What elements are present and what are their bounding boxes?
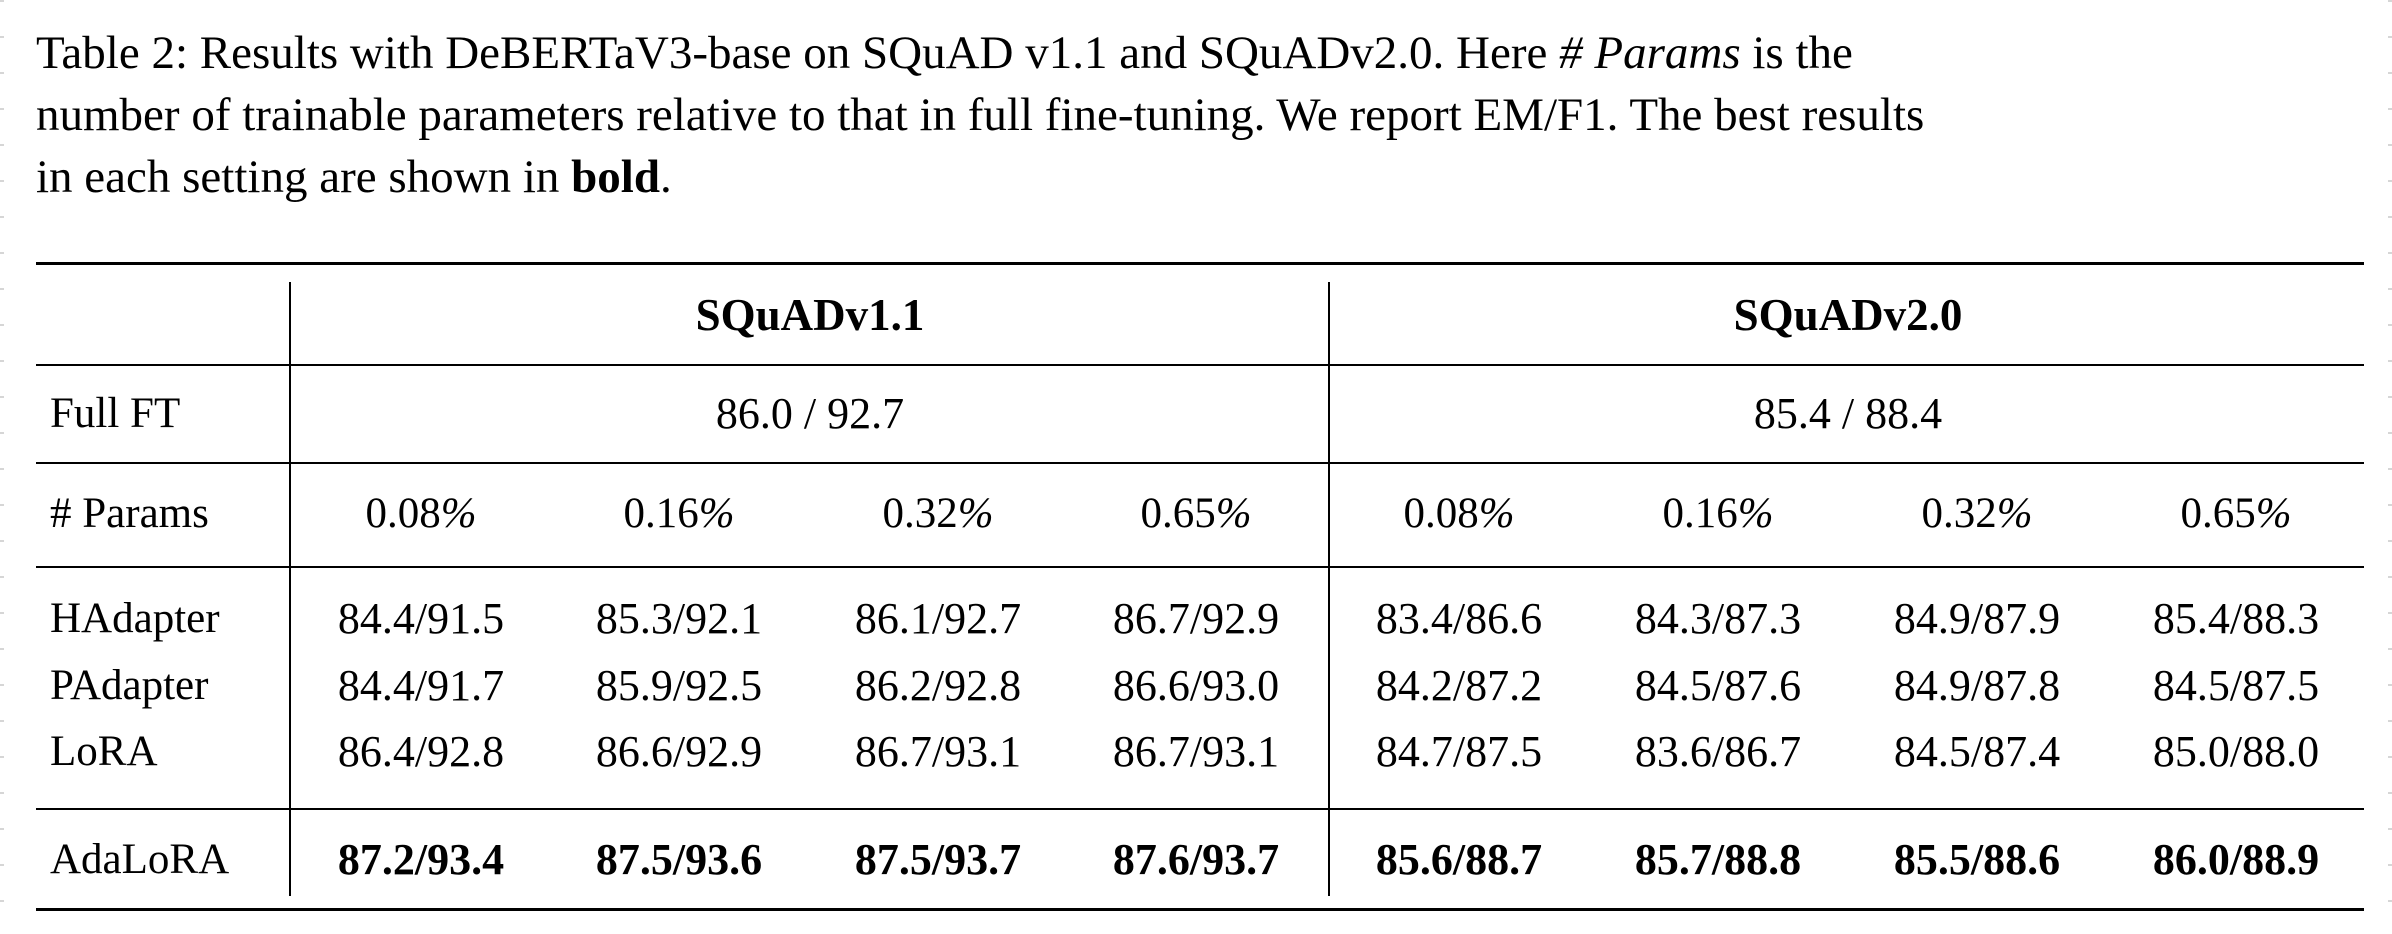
params-cell: 0.65%	[2180, 490, 2292, 537]
table-cell: 84.9/87.9	[1893, 594, 2061, 643]
table-cell: 85.9/92.5	[595, 661, 763, 710]
table-cell: 84.3/87.3	[1634, 594, 1802, 643]
caption-line-2: number of trainable parameters relative …	[36, 89, 1925, 141]
table-cell: 86.7/93.1	[854, 727, 1022, 776]
page-edge-marks-left	[0, 0, 4, 934]
caption-line-3: in each setting are shown in bold.	[36, 151, 672, 203]
table-cell: 84.5/87.4	[1893, 727, 2061, 776]
table-cell: 86.7/92.9	[1112, 594, 1280, 643]
table-cell: 86.6/92.9	[595, 727, 763, 776]
table-cell: 86.1/92.7	[854, 594, 1022, 643]
table-cell: 85.0/88.0	[2152, 727, 2320, 776]
row-label-params: # Params	[50, 490, 209, 537]
row-label-adalora: AdaLoRA	[50, 836, 230, 883]
best-result-cell: 85.7/88.8	[1634, 835, 1802, 884]
table-caption: Table 2: Results with DeBERTaV3-base on …	[36, 22, 2366, 208]
table-cell: 86.7/93.1	[1112, 727, 1280, 776]
group-header-squad-v2: SQuADv2.0	[1733, 290, 1963, 340]
params-cell: 0.08%	[365, 490, 477, 537]
params-cell: 0.32%	[882, 490, 994, 537]
table-cell: 85.4/88.3	[2152, 594, 2320, 643]
best-result-cell: 85.5/88.6	[1893, 835, 2061, 884]
table-cell: 84.5/87.6	[1634, 661, 1802, 710]
table-cell: 83.4/86.6	[1375, 594, 1543, 643]
table-cell: 86.2/92.8	[854, 661, 1022, 710]
params-cell: 0.16%	[623, 490, 735, 537]
params-cell: 0.65%	[1140, 490, 1252, 537]
full-ft-squad-v1: 86.0 / 92.7	[715, 389, 905, 438]
group-header-squad-v1: SQuADv1.1	[695, 290, 925, 340]
table-cell: 84.9/87.8	[1893, 661, 2061, 710]
best-result-cell: 87.5/93.7	[854, 835, 1022, 884]
full-ft-rule	[36, 462, 2364, 464]
table-cell: 84.4/91.7	[337, 661, 505, 710]
adalora-rule	[36, 808, 2364, 810]
table-cell: 84.7/87.5	[1375, 727, 1543, 776]
full-ft-squad-v2: 85.4 / 88.4	[1753, 389, 1943, 438]
bottom-rule	[36, 908, 2364, 911]
caption-bold-term: bold	[571, 151, 660, 203]
table-cell: 86.4/92.8	[337, 727, 505, 776]
best-result-cell: 87.5/93.6	[595, 835, 763, 884]
caption-line-1: Table 2: Results with DeBERTaV3-base on …	[36, 27, 1853, 79]
table-cell: 85.3/92.1	[595, 594, 763, 643]
table-cell: 83.6/86.7	[1634, 727, 1802, 776]
row-label-lora: LoRA	[50, 728, 158, 775]
params-cell: 0.16%	[1662, 490, 1774, 537]
table-cell: 86.6/93.0	[1112, 661, 1280, 710]
label-column-separator	[289, 282, 291, 896]
page-edge-marks-right	[2388, 0, 2392, 934]
row-label-padapter: PAdapter	[50, 662, 209, 709]
params-cell: 0.32%	[1921, 490, 2033, 537]
row-label-hadapter: HAdapter	[50, 595, 220, 642]
best-result-cell: 86.0/88.9	[2152, 835, 2320, 884]
header-rule	[36, 364, 2364, 366]
best-result-cell: 87.6/93.7	[1112, 835, 1280, 884]
table-cell: 84.5/87.5	[2152, 661, 2320, 710]
best-result-cell: 85.6/88.7	[1375, 835, 1543, 884]
params-cell: 0.08%	[1403, 490, 1515, 537]
row-label-full-ft: Full FT	[50, 390, 181, 437]
caption-params-term: # Params	[1559, 27, 1741, 79]
group-separator	[1328, 282, 1330, 896]
best-result-cell: 87.2/93.4	[337, 835, 505, 884]
table-cell: 84.2/87.2	[1375, 661, 1543, 710]
table-cell: 84.4/91.5	[337, 594, 505, 643]
top-rule	[36, 262, 2364, 265]
params-rule	[36, 566, 2364, 568]
